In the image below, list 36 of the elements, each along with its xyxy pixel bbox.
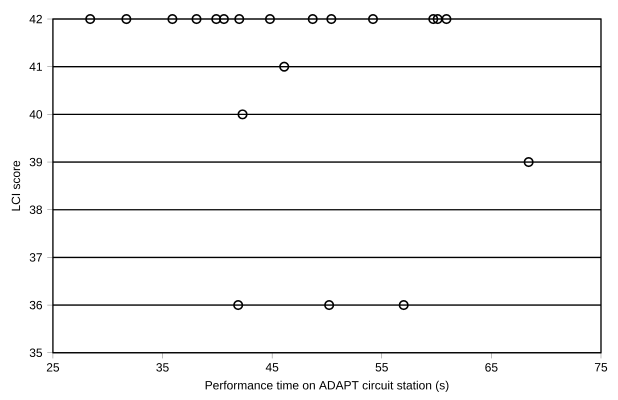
point [368,14,378,24]
y-tick-label: 37 [30,253,42,262]
point [432,14,443,24]
point [121,14,132,24]
point [279,62,290,72]
point [233,300,244,310]
y-tick-label: 40 [30,110,42,119]
point [211,14,222,24]
point [441,14,452,24]
y-tick-label: 41 [30,62,42,71]
y-tick-label: 35 [30,348,42,358]
point [191,14,202,24]
x-tick-label: 25 [46,363,60,372]
point [218,14,229,24]
x-tick-label: 65 [485,363,498,372]
x-tick-label: 75 [594,363,608,372]
y-tick-label: 38 [30,205,42,214]
point [238,109,248,120]
point [398,300,409,310]
point [428,14,438,24]
y-tick-label: 42 [30,14,42,24]
point [85,14,96,24]
point [326,14,336,24]
y-axis-title: LCI score [12,160,20,210]
point [324,300,334,310]
point [167,14,178,24]
point [524,157,534,168]
y-tick-label: 36 [30,300,42,310]
x-tick-label: 55 [376,363,388,372]
x-axis-title: Performance time on ADAPT circuit station (s) [206,380,448,392]
y-tick-label: 39 [30,158,42,166]
x-tick-label: 45 [266,363,278,372]
point [264,14,276,24]
point [234,14,244,24]
point [308,14,318,24]
x-tick-label: 35 [156,363,169,372]
